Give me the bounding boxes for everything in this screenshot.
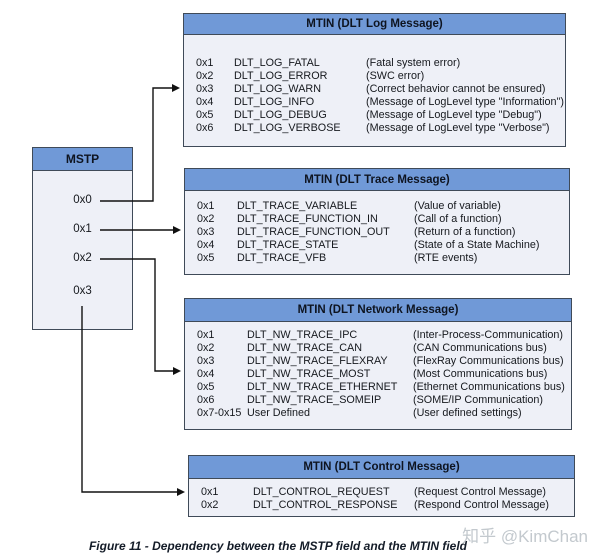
row-name: DLT_LOG_VERBOSE: [234, 122, 341, 134]
row-value: 0x2: [201, 499, 219, 511]
row-desc: (Correct behavior cannot be ensured): [366, 83, 546, 95]
row-name: DLT_NW_TRACE_MOST: [247, 368, 371, 380]
table-row: 0x1 DLT_TRACE_VARIABLE (Value of variabl…: [197, 200, 569, 213]
row-value: 0x2: [197, 213, 215, 225]
table-row: 0x2 DLT_CONTROL_RESPONSE (Respond Contro…: [201, 499, 574, 512]
row-value: 0x1: [197, 200, 215, 212]
mstp-header: MSTP: [33, 148, 132, 171]
row-value: 0x3: [196, 83, 214, 95]
row-desc: (Ethernet Communications bus): [413, 381, 565, 393]
row-value: 0x3: [197, 226, 215, 238]
connector-0x3-to-control-message: [81, 306, 185, 496]
mtin-control-message-title: MTIN (DLT Control Message): [189, 456, 574, 479]
row-value: 0x1: [196, 57, 214, 69]
row-desc: (Value of variable): [414, 200, 501, 212]
row-value: 0x5: [197, 252, 215, 264]
table-row: 0x4 DLT_LOG_INFO (Message of LogLevel ty…: [196, 96, 565, 109]
mtin-network-message-box: MTIN (DLT Network Message) 0x1 DLT_NW_TR…: [184, 298, 572, 430]
row-desc: (Message of LogLevel type "Verbose"): [366, 122, 550, 134]
row-name: DLT_TRACE_FUNCTION_IN: [237, 213, 378, 225]
table-row: 0x2 DLT_NW_TRACE_CAN (CAN Communications…: [197, 342, 571, 355]
table-row: 0x1 DLT_NW_TRACE_IPC (Inter-Process-Comm…: [197, 329, 571, 342]
row-desc: (Respond Control Message): [414, 499, 550, 511]
row-value: 0x1: [201, 486, 219, 498]
mtin-network-message-table: 0x1 DLT_NW_TRACE_IPC (Inter-Process-Comm…: [185, 322, 571, 420]
row-desc: (FlexRay Communications bus): [413, 355, 564, 367]
row-desc: (SWC error): [366, 70, 425, 82]
row-value: 0x7-0x15: [197, 407, 242, 419]
row-desc: (User defined settings): [413, 407, 522, 419]
row-name: DLT_CONTROL_RESPONSE: [253, 499, 398, 511]
row-value: 0x6: [196, 122, 214, 134]
mtin-log-message-table: 0x1 DLT_LOG_FATAL (Fatal system error) 0…: [184, 35, 565, 135]
table-row: 0x2 DLT_TRACE_FUNCTION_IN (Call of a fun…: [197, 213, 569, 226]
row-name: User Defined: [247, 407, 311, 419]
row-name: DLT_TRACE_VARIABLE: [237, 200, 358, 212]
table-row: 0x3 DLT_LOG_WARN (Correct behavior canno…: [196, 83, 565, 96]
mtin-trace-message-box: MTIN (DLT Trace Message) 0x1 DLT_TRACE_V…: [184, 168, 570, 275]
row-value: 0x4: [197, 239, 215, 251]
row-name: DLT_TRACE_STATE: [237, 239, 339, 251]
mtin-control-message-box: MTIN (DLT Control Message) 0x1 DLT_CONTR…: [188, 455, 575, 517]
row-desc: (Request Control Message): [414, 486, 547, 498]
row-value: 0x5: [197, 381, 215, 393]
table-row: 0x7-0x15 User Defined (User defined sett…: [197, 407, 571, 420]
row-desc: (RTE events): [414, 252, 478, 264]
row-name: DLT_NW_TRACE_CAN: [247, 342, 362, 354]
row-desc: (Return of a function): [414, 226, 516, 238]
row-desc: (Call of a function): [414, 213, 502, 225]
row-name: DLT_NW_TRACE_IPC: [247, 329, 358, 341]
table-row: 0x1 DLT_CONTROL_REQUEST (Request Control…: [201, 486, 574, 499]
row-name: DLT_TRACE_FUNCTION_OUT: [237, 226, 390, 238]
table-row: 0x4 DLT_NW_TRACE_MOST (Most Communicatio…: [197, 368, 571, 381]
row-value: 0x4: [197, 368, 215, 380]
table-row: 0x2 DLT_LOG_ERROR (SWC error): [196, 70, 565, 83]
row-desc: (Message of LogLevel type "Information"): [366, 96, 564, 108]
row-desc: (SOME/IP Communication): [413, 394, 544, 406]
row-desc: (Fatal system error): [366, 57, 461, 69]
row-name: DLT_LOG_DEBUG: [234, 109, 327, 121]
row-value: 0x6: [197, 394, 215, 406]
row-desc: (CAN Communications bus): [413, 342, 547, 354]
mtin-control-message-table: 0x1 DLT_CONTROL_REQUEST (Request Control…: [189, 479, 574, 512]
row-name: DLT_NW_TRACE_FLEXRAY: [247, 355, 388, 367]
table-row: 0x6 DLT_NW_TRACE_SOMEIP (SOME/IP Communi…: [197, 394, 571, 407]
row-name: DLT_NW_TRACE_ETHERNET: [247, 381, 398, 393]
watermark: 知乎 @KimChan: [462, 527, 588, 546]
mtin-log-message-box: MTIN (DLT Log Message) 0x1 DLT_LOG_FATAL…: [183, 13, 566, 147]
mtin-log-message-title: MTIN (DLT Log Message): [184, 14, 565, 35]
row-value: 0x1: [197, 329, 215, 341]
row-value: 0x2: [196, 70, 214, 82]
mtin-trace-message-title: MTIN (DLT Trace Message): [185, 169, 569, 191]
row-name: DLT_TRACE_VFB: [237, 252, 327, 264]
row-desc: (State of a State Machine): [414, 239, 540, 251]
table-row: 0x5 DLT_TRACE_VFB (RTE events): [197, 252, 569, 265]
row-value: 0x5: [196, 109, 214, 121]
row-name: DLT_LOG_FATAL: [234, 57, 320, 69]
table-row: 0x3 DLT_TRACE_FUNCTION_OUT (Return of a …: [197, 226, 569, 239]
table-row: 0x5 DLT_NW_TRACE_ETHERNET (Ethernet Comm…: [197, 381, 571, 394]
row-value: 0x4: [196, 96, 214, 108]
table-row: 0x1 DLT_LOG_FATAL (Fatal system error): [196, 57, 565, 70]
row-name: DLT_LOG_ERROR: [234, 70, 328, 82]
row-desc: (Message of LogLevel type "Debug"): [366, 109, 542, 121]
row-value: 0x2: [197, 342, 215, 354]
row-desc: (Most Communications bus): [413, 368, 548, 380]
table-row: 0x6 DLT_LOG_VERBOSE (Message of LogLevel…: [196, 122, 565, 135]
table-row: 0x5 DLT_LOG_DEBUG (Message of LogLevel t…: [196, 109, 565, 122]
row-name: DLT_CONTROL_REQUEST: [253, 486, 390, 498]
table-row: 0x4 DLT_TRACE_STATE (State of a State Ma…: [197, 239, 569, 252]
row-name: DLT_LOG_INFO: [234, 96, 315, 108]
mtin-trace-message-table: 0x1 DLT_TRACE_VARIABLE (Value of variabl…: [185, 191, 569, 265]
mstp-box: MSTP: [32, 147, 133, 330]
row-name: DLT_LOG_WARN: [234, 83, 321, 95]
mtin-network-message-title: MTIN (DLT Network Message): [185, 299, 571, 322]
row-name: DLT_NW_TRACE_SOMEIP: [247, 394, 382, 406]
table-row: 0x3 DLT_NW_TRACE_FLEXRAY (FlexRay Commun…: [197, 355, 571, 368]
figure-caption: Figure 11 - Dependency between the MSTP …: [88, 539, 468, 553]
row-value: 0x3: [197, 355, 215, 367]
row-desc: (Inter-Process-Communication): [413, 329, 563, 341]
